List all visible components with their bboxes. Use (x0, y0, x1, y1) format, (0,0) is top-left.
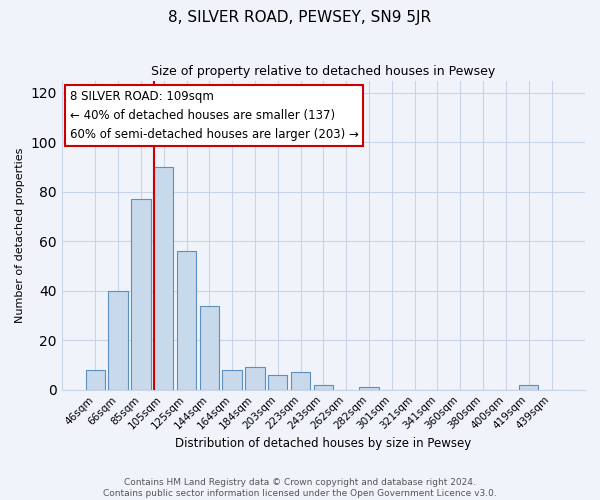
Bar (131, 200, 151, 390)
Title: Size of property relative to detached houses in Pewsey: Size of property relative to detached ho… (151, 65, 496, 78)
Bar (268, 375, 287, 390)
Text: Contains HM Land Registry data © Crown copyright and database right 2024.
Contai: Contains HM Land Registry data © Crown c… (103, 478, 497, 498)
Bar (200, 306, 219, 390)
Bar (86, 370, 105, 390)
Bar (519, 385, 538, 390)
Bar (109, 291, 128, 390)
Bar (291, 372, 310, 390)
Y-axis label: Number of detached properties: Number of detached properties (15, 148, 25, 323)
Bar (314, 385, 333, 390)
Bar (223, 370, 242, 390)
Bar (359, 388, 379, 390)
Bar (245, 368, 265, 390)
Bar (154, 167, 173, 390)
Bar (177, 251, 196, 390)
Text: 8 SILVER ROAD: 109sqm
← 40% of detached houses are smaller (137)
60% of semi-det: 8 SILVER ROAD: 109sqm ← 40% of detached … (70, 90, 359, 141)
Text: 8, SILVER ROAD, PEWSEY, SN9 5JR: 8, SILVER ROAD, PEWSEY, SN9 5JR (169, 10, 431, 25)
X-axis label: Distribution of detached houses by size in Pewsey: Distribution of detached houses by size … (175, 437, 472, 450)
